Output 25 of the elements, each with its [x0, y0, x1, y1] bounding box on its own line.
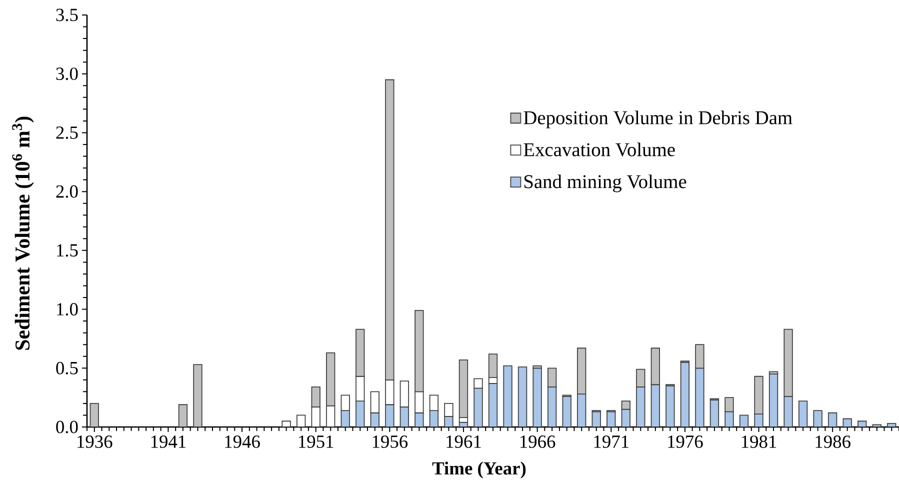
y-tick-label: 3.5	[56, 8, 78, 22]
y-tick-label: 1.5	[57, 244, 78, 257]
x-tick-label: 1986	[816, 436, 850, 448]
x-axis-title: Time (Year)	[432, 462, 526, 478]
legend-label: Sand mining Volume	[524, 174, 686, 192]
x-tick-label: 1956	[372, 436, 408, 448]
y-tick-label: 0.5	[56, 362, 78, 374]
y-tick-label: 3.0	[56, 68, 78, 80]
x-tick-label: 1936	[78, 436, 112, 448]
x-tick-label: 1966	[520, 436, 556, 448]
y-tick-label: 0.0	[56, 420, 78, 434]
y-tick-label: 1.0	[57, 303, 78, 316]
y-tick-label: 2.5	[56, 126, 78, 139]
x-tick-label: 1976	[668, 436, 703, 448]
legend-label: Excavation Volume	[524, 142, 675, 156]
x-tick-label: 1951	[299, 436, 334, 448]
x-tick-label: 1981	[742, 436, 776, 448]
x-tick-label: 1941	[151, 436, 186, 448]
x-tick-label: 1946	[225, 436, 260, 448]
y-axis-title: Sediment Volume (10$^{6}$ m$^{3}$)	[12, 116, 34, 350]
y-tick-label: 2.0	[56, 185, 78, 198]
legend-label: Deposition Volume in Debris Dam	[524, 110, 792, 128]
bar	[458, 359, 468, 418]
x-tick-label: 1971	[594, 436, 628, 448]
x-tick-label: 1961	[446, 436, 481, 448]
